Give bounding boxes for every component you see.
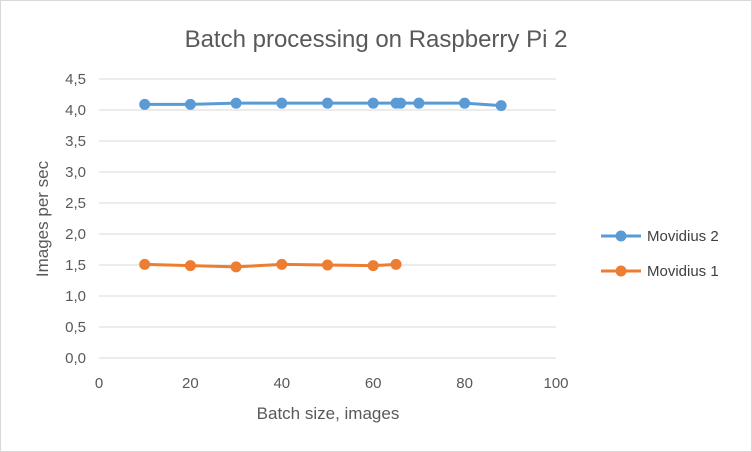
legend-item: Movidius 2 [601, 228, 719, 245]
legend-marker [615, 265, 627, 277]
x-tick-label: 80 [456, 375, 473, 392]
y-axis-title: Images per sec [33, 160, 52, 277]
legend-label: Movidius 1 [647, 263, 719, 280]
data-point [184, 260, 196, 272]
legend-item: Movidius 1 [601, 263, 719, 280]
y-tick-label: 0,5 [65, 319, 86, 336]
data-point [230, 97, 242, 109]
x-axis-tick-labels: 0 20 40 60 80 100 [95, 375, 569, 392]
chart-title: Batch processing on Raspberry Pi 2 [185, 26, 568, 53]
data-point [390, 258, 402, 270]
series-2 [139, 258, 402, 273]
data-point [367, 97, 379, 109]
data-point [322, 259, 333, 271]
y-tick-label: 4,5 [65, 71, 86, 88]
data-point [276, 97, 288, 109]
data-point [413, 97, 425, 109]
legend-label: Movidius 2 [647, 228, 719, 245]
y-tick-label: 1,5 [65, 257, 86, 274]
data-point [459, 97, 471, 109]
data-point [322, 97, 333, 109]
gridlines [99, 78, 556, 328]
legend-marker [615, 230, 627, 242]
series-layer [139, 97, 507, 273]
x-axis-title: Batch size, images [257, 404, 400, 423]
data-point [395, 97, 407, 109]
data-point [276, 258, 288, 270]
x-tick-label: 20 [182, 375, 199, 392]
x-tick-label: 40 [273, 375, 290, 392]
legend: Movidius 2 Movidius 1 [601, 228, 719, 280]
x-tick-label: 100 [543, 375, 568, 392]
y-axis-tick-labels: 0,0 0,5 1,0 1,5 2,0 2,5 3,0 3,5 4,0 4,5 [65, 71, 86, 367]
series-1 [139, 97, 507, 112]
y-tick-label: 1,0 [65, 288, 86, 305]
y-tick-label: 4,0 [65, 102, 86, 119]
x-tick-label: 60 [365, 375, 382, 392]
data-point [139, 98, 151, 110]
y-tick-label: 3,0 [65, 164, 86, 181]
data-point [139, 258, 151, 270]
data-point [184, 98, 196, 110]
series-line [143, 262, 398, 269]
data-point [495, 100, 507, 112]
data-point [230, 261, 242, 273]
y-tick-label: 2,5 [65, 195, 86, 212]
y-tick-label: 0,0 [65, 350, 86, 367]
data-point [367, 260, 379, 272]
y-tick-label: 3,5 [65, 133, 86, 150]
y-tick-label: 2,0 [65, 226, 86, 243]
x-tick-label: 0 [95, 375, 103, 392]
